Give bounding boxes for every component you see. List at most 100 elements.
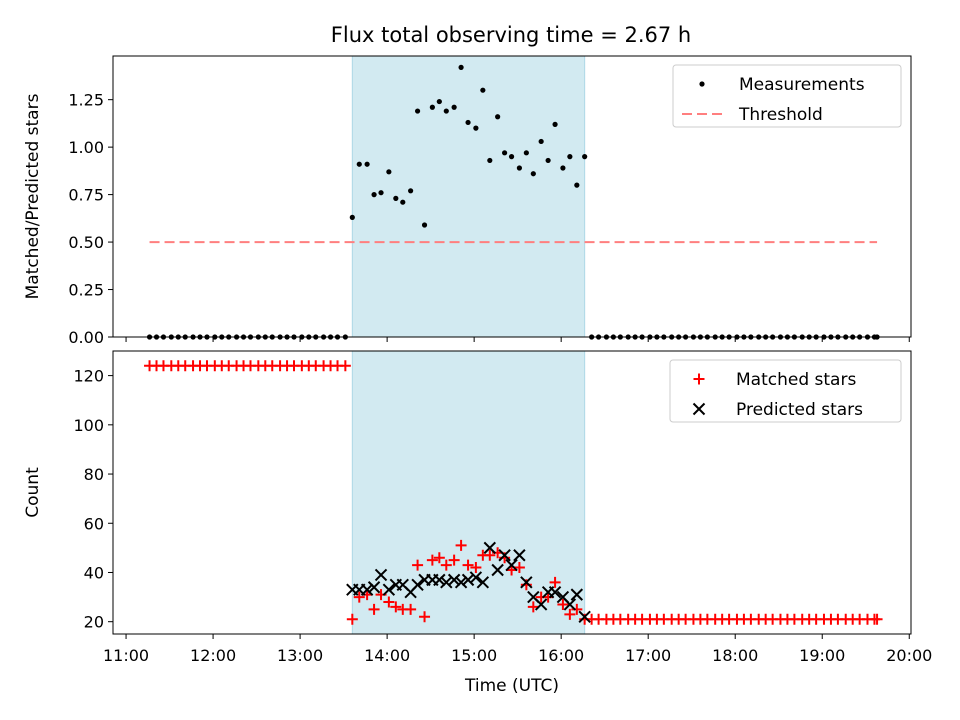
matched-star-point	[527, 601, 539, 613]
measurement-point	[465, 119, 471, 126]
predicted-star-point	[520, 576, 533, 589]
matched-star-point	[368, 603, 380, 615]
matched-star-point	[339, 360, 351, 372]
matched-star-point	[383, 596, 395, 608]
x-tick-label: 13:00	[277, 646, 323, 665]
legend-x-marker	[692, 402, 706, 416]
measurement-point	[378, 190, 384, 196]
predicted-star-point	[447, 573, 461, 587]
top-legend: Measurements Threshold	[672, 64, 902, 128]
predicted-star-point	[476, 576, 490, 589]
matched-star-point	[346, 613, 358, 625]
predicted-star-point	[440, 576, 453, 589]
measurement-point	[356, 161, 362, 167]
measurement-point	[516, 165, 522, 171]
matched-star-point	[871, 613, 883, 625]
x-tick-label: 14:00	[364, 646, 410, 665]
x-tick-label: 11:00	[103, 646, 149, 665]
measurement-point	[502, 150, 508, 156]
matched-star-point	[448, 554, 460, 566]
top-y-axis-label: Matched/Predicted stars	[23, 93, 43, 299]
legend-box	[672, 64, 902, 128]
x-tick-label: 16:00	[538, 646, 584, 665]
measurement-point	[429, 104, 435, 110]
measurement-point	[560, 165, 566, 171]
measurement-point	[400, 199, 406, 205]
predicted-star-point	[491, 563, 504, 577]
measurement-point	[451, 104, 457, 110]
y-tick-label: 20	[84, 613, 104, 632]
matched-star-point	[557, 598, 569, 610]
measurement-point	[349, 214, 355, 220]
matched-star-point	[571, 603, 583, 615]
top-axes-frame	[112, 55, 912, 338]
x-axis-label: Time (UTC)	[464, 676, 559, 696]
predicted-star-point	[498, 549, 511, 562]
matched-star-point	[390, 601, 402, 613]
x-tick-label: 12:00	[190, 646, 236, 665]
measurement-point	[408, 188, 414, 194]
y-tick-label: 1.00	[68, 138, 104, 157]
measurement-point	[393, 195, 399, 201]
predicted-star-point	[483, 541, 497, 555]
predicted-star-point	[513, 549, 526, 562]
y-tick-label: 60	[84, 514, 104, 533]
matched-star-point	[405, 603, 417, 615]
measurement-point	[371, 192, 377, 198]
x-tick-label: 19:00	[799, 646, 845, 665]
figure-title: Flux total observing time = 2.67 h	[331, 23, 691, 47]
predicted-star-point	[570, 588, 584, 601]
bottom-series	[144, 360, 883, 625]
y-tick-label: 100	[73, 416, 104, 435]
predicted-star-point	[563, 598, 577, 611]
measurement-point	[508, 154, 515, 160]
predicted-star-point	[360, 583, 374, 596]
y-tick-label: 0.00	[68, 328, 104, 347]
measurement-point	[414, 108, 421, 114]
measurement-point	[530, 171, 536, 177]
predicted-star-point	[534, 598, 548, 611]
measurement-point	[567, 154, 573, 160]
x-tick-label: 18:00	[712, 646, 758, 665]
top-highlight-span	[351, 55, 586, 338]
matched-star-point	[419, 611, 431, 623]
measurement-point	[545, 157, 551, 164]
measurement-point	[480, 87, 486, 93]
x-tick-label: 17:00	[625, 646, 671, 665]
measurement-point	[552, 121, 558, 127]
predicted-star-point	[454, 576, 468, 589]
matched-star-point	[484, 549, 496, 561]
measurement-point	[473, 125, 479, 131]
measurement-point	[421, 222, 428, 228]
y-tick-label: 120	[73, 367, 104, 386]
measurement-point	[523, 150, 529, 156]
legend-plus-marker	[693, 373, 705, 385]
predicted-star-point	[548, 585, 562, 599]
y-tick-label: 0.25	[68, 281, 104, 300]
legend-label: Threshold	[738, 105, 823, 125]
y-tick-label: 1.25	[68, 91, 104, 110]
matched-star-point	[564, 608, 576, 620]
measurement-point	[443, 108, 449, 114]
x-tick-label: 15:00	[451, 646, 497, 665]
predicted-star-point	[411, 578, 424, 591]
matched-star-point	[412, 559, 424, 571]
measurement-point	[364, 161, 370, 167]
predicted-star-point	[505, 558, 518, 572]
bottom-y-ticks: 20 40 60 80 100 120	[73, 367, 113, 632]
y-tick-label: 0.75	[68, 186, 104, 205]
y-tick-label: 0.50	[68, 233, 104, 252]
measurement-point	[495, 114, 501, 120]
matched-star-point	[353, 591, 365, 603]
bottom-panel: 20 40 60 80 100 120 11:00 12:00 13:00 14:00 15:00…	[23, 350, 932, 696]
predicted-star-point	[367, 581, 381, 594]
measurement-point	[582, 154, 588, 160]
measurement-point	[436, 98, 442, 105]
measurement-point	[458, 64, 464, 70]
legend-dot-marker	[699, 81, 705, 87]
measurement-point	[487, 157, 493, 164]
legend-box	[669, 359, 902, 423]
x-tick-label: 20:00	[886, 646, 932, 665]
predicted-star-point	[433, 573, 446, 587]
predicted-star-point	[374, 568, 388, 582]
